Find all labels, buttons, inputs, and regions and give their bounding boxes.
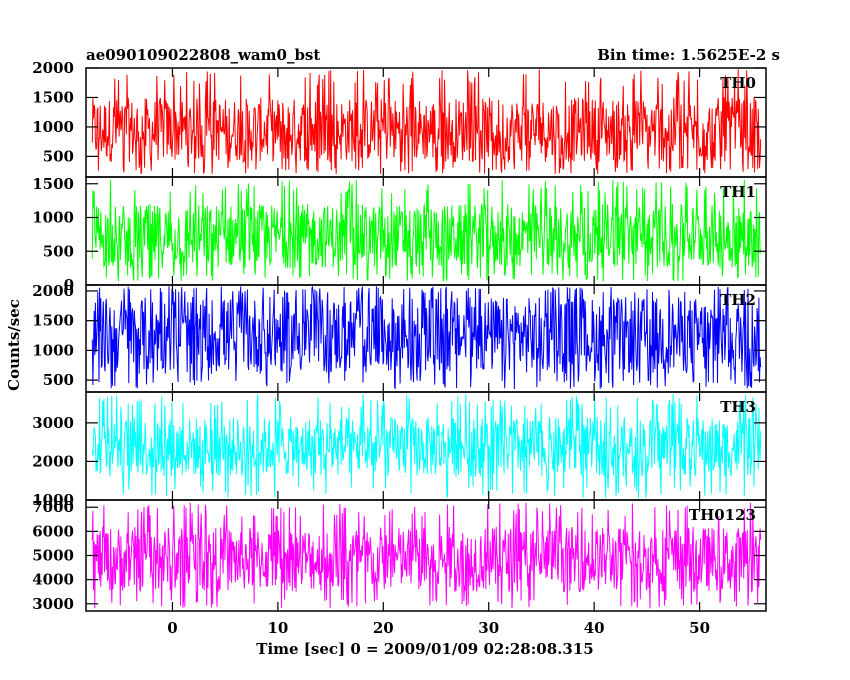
y-tick-label-th0123: 5000 [32, 547, 74, 565]
y-tick-label-th3: 2000 [32, 452, 74, 470]
series-line-th2 [91, 285, 762, 390]
series-line-th1 [91, 179, 762, 282]
panel-label-th1: TH1 [720, 183, 756, 201]
y-tick-label-th1: 1500 [32, 175, 74, 193]
y-tick-label-th0: 2000 [32, 59, 74, 77]
panel-label-th3: TH3 [720, 398, 756, 416]
x-tick-label: 30 [478, 619, 499, 637]
panel-label-th2: TH2 [720, 291, 756, 309]
y-tick-label-th0: 1500 [32, 88, 74, 106]
y-tick-label-th1: 1000 [32, 209, 74, 227]
x-tick-label: 10 [267, 619, 288, 637]
chart-title: ae090109022808_wam0_bst [86, 46, 320, 64]
x-tick-label: 20 [373, 619, 394, 637]
y-tick-label-th3: 3000 [32, 414, 74, 432]
y-tick-label-th0123: 4000 [32, 571, 74, 589]
y-tick-label-th2: 2000 [32, 282, 74, 300]
series-line-th0 [91, 69, 762, 175]
y-tick-label-th0123: 3000 [32, 595, 74, 613]
y-tick-label-th3: 1000 [32, 491, 74, 509]
panel-label-th0123: TH0123 [689, 506, 756, 524]
y-tick-label-th0: 1000 [32, 118, 74, 136]
series-line-th0123 [91, 502, 762, 609]
x-tick-label: 50 [689, 619, 710, 637]
y-tick-label-th1: 0 [64, 276, 74, 294]
x-axis-label: Time [sec] 0 = 2009/01/09 02:28:08.315 [256, 640, 593, 658]
series-line-th3 [91, 394, 762, 498]
x-tick-label: 0 [167, 619, 177, 637]
y-tick-label-th2: 1500 [32, 312, 74, 330]
y-tick-label-th1: 500 [43, 242, 74, 260]
y-tick-label-th0: 500 [43, 147, 74, 165]
panel-label-th0: TH0 [720, 74, 756, 92]
y-tick-label-th0123: 7000 [32, 498, 74, 516]
y-tick-label-th2: 500 [43, 371, 74, 389]
x-tick-label: 40 [584, 619, 605, 637]
y-tick-label-th2: 1000 [32, 341, 74, 359]
bin-time-label: Bin time: 1.5625E-2 s [597, 46, 780, 64]
y-tick-label-th0123: 6000 [32, 522, 74, 540]
y-axis-label: Counts/sec [5, 299, 23, 391]
